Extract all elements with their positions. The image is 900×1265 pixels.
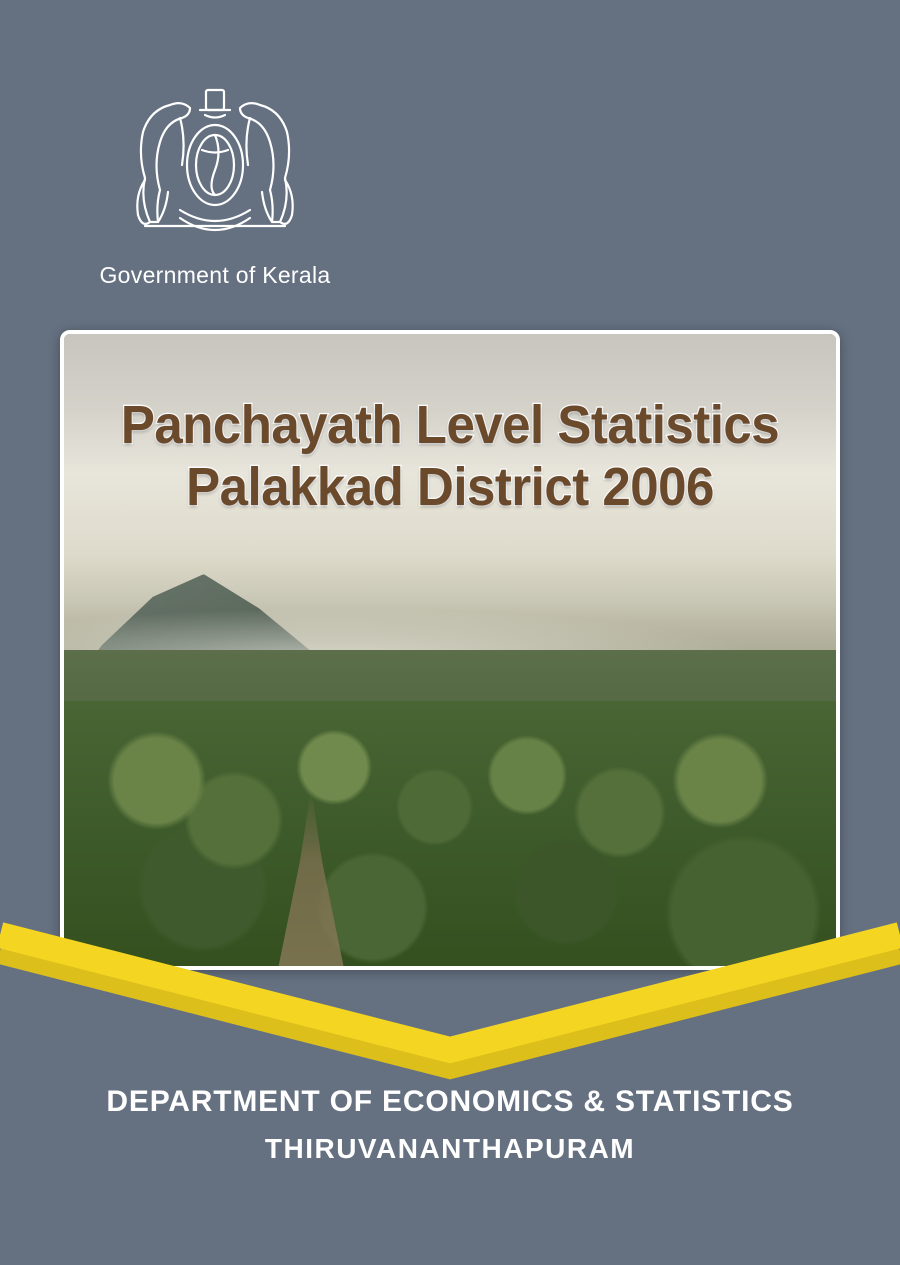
title-line-2: Palakkad District 2006: [84, 455, 816, 520]
photo-forest-near: [64, 701, 836, 966]
government-label: Government of Kerala: [85, 262, 345, 289]
emblem-section: Government of Kerala: [85, 60, 345, 289]
footer: DEPARTMENT OF ECONOMICS & STATISTICS THI…: [0, 1085, 900, 1165]
department-name: DEPARTMENT OF ECONOMICS & STATISTICS: [0, 1085, 900, 1119]
report-cover: Government of Kerala Panchayath Level St…: [0, 0, 900, 1265]
department-location: THIRUVANANTHAPURAM: [0, 1133, 900, 1165]
kerala-emblem-icon: [110, 60, 320, 250]
cover-photo-frame: Panchayath Level Statistics Palakkad Dis…: [60, 330, 840, 970]
report-title: Panchayath Level Statistics Palakkad Dis…: [64, 394, 836, 518]
title-line-1: Panchayath Level Statistics: [84, 392, 816, 457]
